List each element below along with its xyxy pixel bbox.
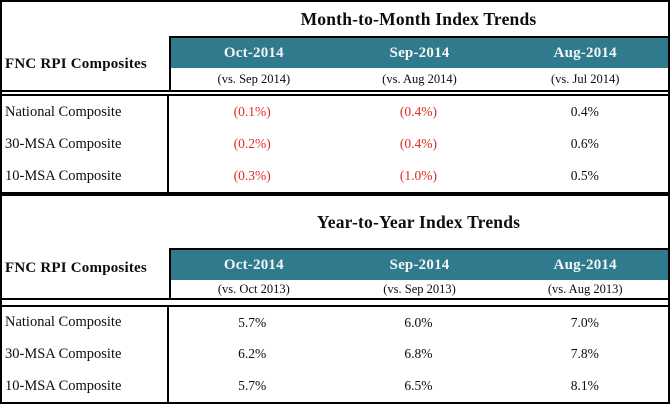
column-header-sep: Sep-2014: [389, 44, 450, 61]
column-subheader-aug: (vs. Aug 2013): [547, 281, 623, 296]
value-cell: 6.2%: [238, 346, 267, 362]
column-subheader-oct: (vs. Sep 2014): [217, 71, 291, 86]
row-group-header: FNC RPI Composites: [5, 260, 147, 276]
month-to-month-data-grid: National Composite (0.1%) (0.4%) 0.4% 30…: [2, 94, 668, 192]
column-header-aug: Aug-2014: [553, 44, 617, 61]
value-cell: 7.8%: [570, 346, 599, 362]
column-header-row: Oct-2014 Sep-2014 Aug-2014: [169, 248, 668, 280]
value-cell: (1.0%): [399, 168, 438, 183]
column-header-aug: Aug-2014: [553, 256, 617, 273]
value-cell: (0.3%): [233, 168, 271, 183]
year-to-year-table: FNC RPI Composites Year-to-Year Index Tr…: [2, 194, 668, 402]
row-label: 30-MSA Composite: [2, 128, 169, 160]
column-subheader-oct: (vs. Oct 2013): [217, 281, 290, 296]
value-cell: (0.1%): [233, 104, 271, 119]
value-cell: 7.0%: [570, 314, 599, 330]
value-cell: 6.8%: [404, 346, 433, 362]
column-header-sep: Sep-2014: [389, 256, 450, 273]
table-title: Year-to-Year Index Trends: [316, 211, 521, 232]
value-cell: (0.2%): [233, 136, 271, 151]
year-to-year-data-grid: National Composite 5.7% 6.0% 7.0% 30-MSA…: [2, 305, 668, 402]
value-cell: (0.4%): [399, 104, 438, 119]
row-group-header: FNC RPI Composites: [5, 56, 147, 72]
value-cell: 6.0%: [404, 314, 433, 330]
column-header-oct: Oct-2014: [223, 256, 284, 273]
month-to-month-header-right: Month-to-Month Index Trends Oct-2014 Sep…: [169, 2, 668, 90]
month-to-month-table: FNC RPI Composites Month-to-Month Index …: [2, 2, 668, 194]
year-to-year-header-right: Year-to-Year Index Trends Oct-2014 Sep-2…: [169, 196, 668, 298]
row-label: 10-MSA Composite: [2, 370, 169, 402]
row-label: National Composite: [2, 96, 169, 128]
value-cell: 5.7%: [238, 378, 267, 394]
month-to-month-header: FNC RPI Composites Month-to-Month Index …: [2, 2, 668, 92]
column-subheader-row: (vs. Sep 2014) (vs. Aug 2014) (vs. Jul 2…: [169, 68, 668, 90]
value-cell: (0.4%): [399, 136, 438, 151]
row-label: 30-MSA Composite: [2, 338, 169, 371]
year-to-year-header: FNC RPI Composites Year-to-Year Index Tr…: [2, 196, 668, 300]
row-label: National Composite: [2, 307, 169, 339]
column-subheader-aug: (vs. Jul 2014): [550, 71, 620, 86]
value-cell: 0.6%: [570, 136, 599, 151]
value-cell: 5.7%: [238, 314, 267, 330]
value-cell: 0.5%: [570, 168, 599, 183]
table-title: Month-to-Month Index Trends: [300, 8, 537, 29]
column-subheader-sep: (vs. Sep 2013): [383, 281, 456, 296]
value-cell: 6.5%: [404, 378, 433, 394]
column-header-row: Oct-2014 Sep-2014 Aug-2014: [169, 36, 668, 68]
column-header-oct: Oct-2014: [223, 44, 284, 61]
column-subheader-row: (vs. Oct 2013) (vs. Sep 2013) (vs. Aug 2…: [169, 280, 668, 298]
value-cell: 0.4%: [570, 104, 599, 119]
value-cell: 8.1%: [570, 378, 599, 394]
column-subheader-sep: (vs. Aug 2014): [382, 71, 457, 86]
row-label: 10-MSA Composite: [2, 160, 169, 192]
